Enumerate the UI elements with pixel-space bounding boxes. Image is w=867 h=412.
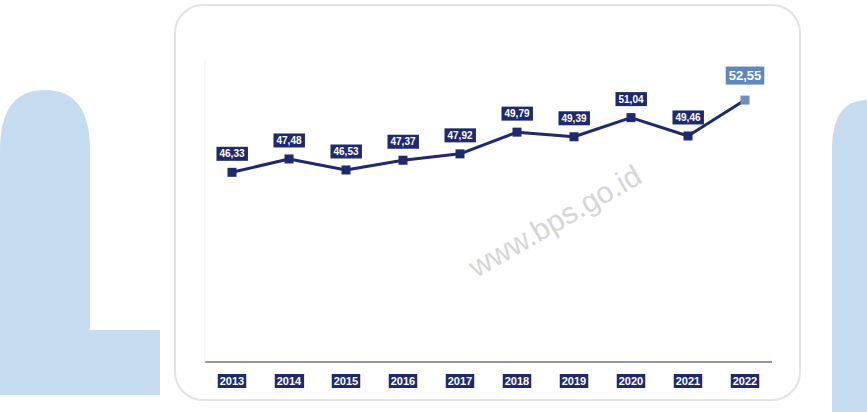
data-label-bg: [216, 147, 247, 161]
data-label: 46,33: [219, 148, 244, 159]
data-label-bg: [558, 111, 589, 125]
tick-label-bg: [389, 374, 417, 388]
data-label: 46,53: [333, 146, 358, 157]
tick-label-bg: [617, 374, 645, 388]
marker: [399, 156, 408, 165]
tick-label-bg: [674, 374, 702, 388]
tick-label-bg: [218, 374, 246, 388]
data-label-bg: [615, 92, 646, 106]
marker: [228, 168, 237, 177]
data-label: 47,37: [390, 136, 415, 147]
tick-label-bg: [446, 374, 474, 388]
decor-right: [832, 100, 867, 412]
data-label: 49,79: [504, 108, 529, 119]
data-label-bg: [444, 128, 475, 142]
tick-label-bg: [503, 374, 531, 388]
tick-label-bg: [275, 374, 304, 388]
data-label: 47,92: [447, 130, 472, 141]
axis-line-y: [205, 60, 206, 362]
x-tick-label: 2017: [448, 375, 472, 387]
x-tick-label: 2016: [391, 375, 415, 387]
data-label-bg: [672, 110, 703, 124]
marker: [513, 128, 522, 137]
x-tick-label: 2020: [619, 375, 643, 387]
data-label-bg: [501, 107, 532, 121]
marker: [342, 165, 351, 174]
marker: [684, 131, 693, 140]
decor-left: [0, 90, 160, 395]
marker: [627, 113, 636, 122]
x-tick-label: 2018: [505, 375, 529, 387]
x-tick-label: 2019: [562, 375, 586, 387]
x-tick-label: 2013: [220, 375, 244, 387]
marker: [285, 154, 294, 163]
data-label: 47,48: [276, 135, 301, 146]
plot-area: [228, 96, 750, 177]
frame: [175, 5, 800, 400]
data-label-bg: [387, 135, 418, 149]
data-label-bg: [330, 144, 361, 158]
tick-label-bg: [560, 374, 588, 388]
axis-line: [205, 361, 772, 362]
marker: [741, 96, 750, 105]
data-label-bg: [273, 133, 304, 147]
chart: www.bps.go.id 46,33 47,48 46,53 47,37 47,92 49…: [0, 0, 867, 412]
tick-label-bg: [332, 374, 360, 388]
x-tick-label: 2022: [733, 375, 757, 387]
watermark: www.bps.go.id: [462, 158, 647, 284]
data-label: 49,39: [561, 113, 586, 124]
data-label: 49,46: [675, 112, 700, 123]
series-line: [232, 100, 745, 172]
data-label-bg: [726, 67, 765, 85]
data-label: 52,55: [729, 68, 762, 83]
marker: [456, 149, 465, 158]
x-tick-label: 2014: [277, 375, 302, 387]
x-tick-label: 2015: [334, 375, 358, 387]
x-tick-label: 2021: [676, 375, 700, 387]
data-label: 51,04: [618, 94, 643, 105]
marker: [570, 132, 579, 141]
tick-label-bg: [731, 374, 759, 388]
